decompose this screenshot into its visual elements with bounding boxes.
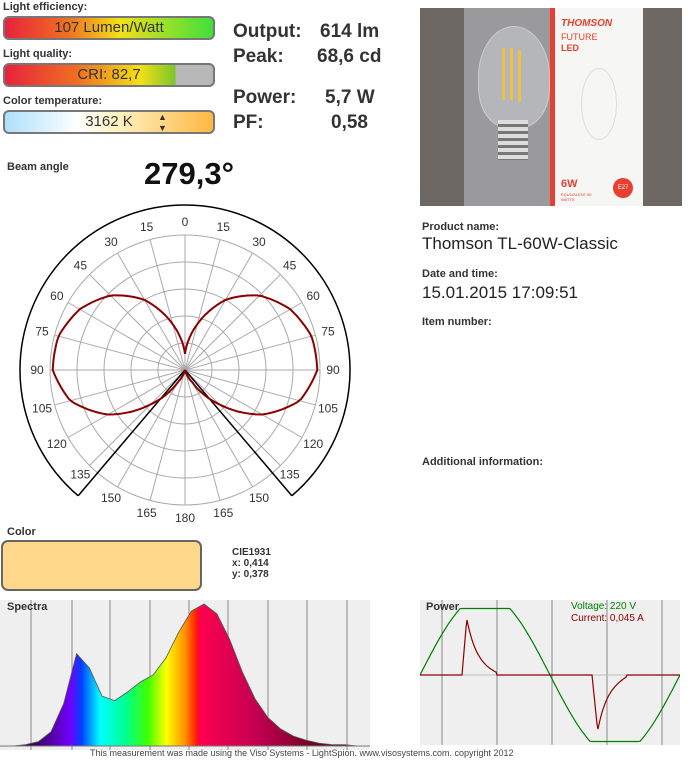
cie-y: y: 0,378: [232, 569, 269, 580]
efficiency-value: 107 Lumen/Watt: [54, 19, 164, 36]
polar-angle-label: 150: [249, 491, 269, 505]
polar-spoke: [67, 302, 186, 371]
polar-angle-label: 180: [175, 511, 195, 525]
beam-edge-line: [77, 369, 186, 497]
polar-spoke: [184, 302, 303, 371]
polar-angle-label: 90: [30, 363, 44, 377]
polar-spoke: [89, 369, 186, 466]
product-photo: THOMSON FUTURE LED 6W EQUIVALENT 60 WATT…: [420, 8, 682, 206]
power-value: 5,7 W: [325, 87, 375, 108]
polar-angle-label: 0: [182, 215, 189, 229]
current-legend: Current: 0,045 A: [571, 613, 644, 624]
output-value: 614 lm: [320, 21, 380, 42]
photo-socket: E27: [613, 178, 633, 198]
polar-chart: 0 15 15 30 30 45 45 60 60 75 75 90 90 105 105 120 120 135…: [19, 204, 351, 525]
power-chart-label: Power: [426, 601, 460, 613]
polar-angle-label: 90: [326, 363, 340, 377]
spectra-area: [0, 603, 370, 747]
up-arrow-icon: ▲: [158, 112, 167, 122]
product-name: Thomson TL-60W-Classic: [422, 234, 618, 253]
current-curve: [420, 619, 680, 730]
polar-angle-label: 30: [252, 235, 266, 249]
polar-intensity-curve: [51, 294, 319, 416]
photo-line1: FUTURE: [561, 32, 598, 42]
polar-spoke: [54, 334, 186, 371]
polar-spoke: [184, 239, 221, 371]
polar-angle-label: 30: [104, 235, 118, 249]
colortemp-value: 3162 K: [85, 113, 133, 130]
quality-value: CRI: 82,7: [77, 66, 141, 83]
spectra-label: Spectra: [7, 601, 48, 613]
spectra-chart: [0, 600, 370, 750]
polar-angle-label: 60: [50, 289, 64, 303]
polar-spoke: [184, 274, 281, 371]
polar-spoke: [149, 239, 186, 371]
polar-angle-label: 165: [213, 506, 233, 520]
output-label: Output:: [233, 21, 302, 42]
polar-angle-label: 150: [101, 491, 121, 505]
date-value: 15.01.2015 17:09:51: [422, 283, 578, 302]
polar-spoke: [67, 369, 186, 438]
photo-brand: THOMSON: [561, 18, 613, 29]
polar-angle-label: 15: [217, 220, 231, 234]
beam-edge-line: [184, 369, 293, 497]
photo-line2: LED: [561, 43, 579, 53]
beam-angle-value: 279,3°: [144, 156, 234, 191]
polar-angle-label: 60: [306, 289, 320, 303]
polar-spoke: [184, 369, 281, 466]
polar-angle-label: 75: [321, 325, 335, 339]
colortemp-bar: 3162 K ▲ ▼: [3, 110, 215, 134]
quality-bar: CRI: 82,7: [3, 63, 215, 87]
polar-spoke: [184, 369, 316, 406]
polar-angle-label: 45: [283, 258, 297, 272]
cie-block: CIE1931 x: 0,414 y: 0,378: [232, 547, 271, 580]
photo-watt: 6W: [561, 178, 578, 190]
beam-angle-label: Beam angle: [7, 161, 69, 173]
polar-spoke: [184, 334, 316, 371]
date-label: Date and time:: [422, 268, 498, 280]
polar-spoke: [184, 369, 303, 438]
power-label: Power:: [233, 87, 297, 108]
beam-arc: [19, 204, 351, 497]
power-legend: Voltage: 220 V Current: 0,045 A: [571, 601, 644, 625]
photo-equiv: EQUIVALENT 60 WATTS: [561, 192, 592, 202]
efficiency-bar: 107 Lumen/Watt: [3, 16, 215, 40]
cie-x: x: 0,414: [232, 558, 269, 569]
footer-text: This measurement was made using the Viso…: [90, 748, 514, 758]
polar-angle-label: 45: [74, 258, 88, 272]
polar-spoke: [149, 369, 186, 501]
item-number-label: Item number:: [422, 316, 492, 328]
power-chart: [420, 600, 680, 745]
polar-spoke: [54, 369, 186, 406]
polar-angle-label: 120: [303, 437, 323, 451]
peak-label: Peak:: [233, 46, 284, 67]
polar-spoke: [117, 252, 186, 371]
polar-angle-label: 105: [32, 401, 52, 415]
efficiency-label: Light efficiency:: [3, 1, 88, 13]
color-label: Color: [7, 526, 36, 538]
colortemp-label: Color temperature:: [3, 95, 103, 107]
pf-value: 0,58: [331, 112, 368, 133]
peak-value: 68,6 cd: [317, 46, 382, 67]
polar-angle-label: 135: [70, 468, 90, 482]
down-arrow-icon: ▼: [158, 123, 167, 133]
polar-angle-label: 75: [35, 325, 49, 339]
color-swatch: [1, 540, 202, 591]
voltage-legend: Voltage: 220 V: [571, 601, 637, 612]
polar-angle-label: 105: [318, 401, 338, 415]
polar-spoke: [184, 252, 253, 371]
polar-spoke: [184, 369, 221, 501]
polar-angle-label: 15: [140, 220, 154, 234]
cie-label: CIE1931: [232, 547, 271, 558]
quality-label: Light quality:: [3, 48, 73, 60]
pf-label: PF:: [233, 112, 264, 133]
polar-angle-label: 120: [47, 437, 67, 451]
polar-angle-label: 135: [280, 468, 300, 482]
product-name-label: Product name:: [422, 221, 500, 233]
polar-spoke: [184, 369, 253, 488]
polar-angle-label: 165: [137, 506, 157, 520]
polar-spoke: [89, 274, 186, 371]
additional-info-label: Additional information:: [422, 456, 543, 468]
polar-spoke: [117, 369, 186, 488]
